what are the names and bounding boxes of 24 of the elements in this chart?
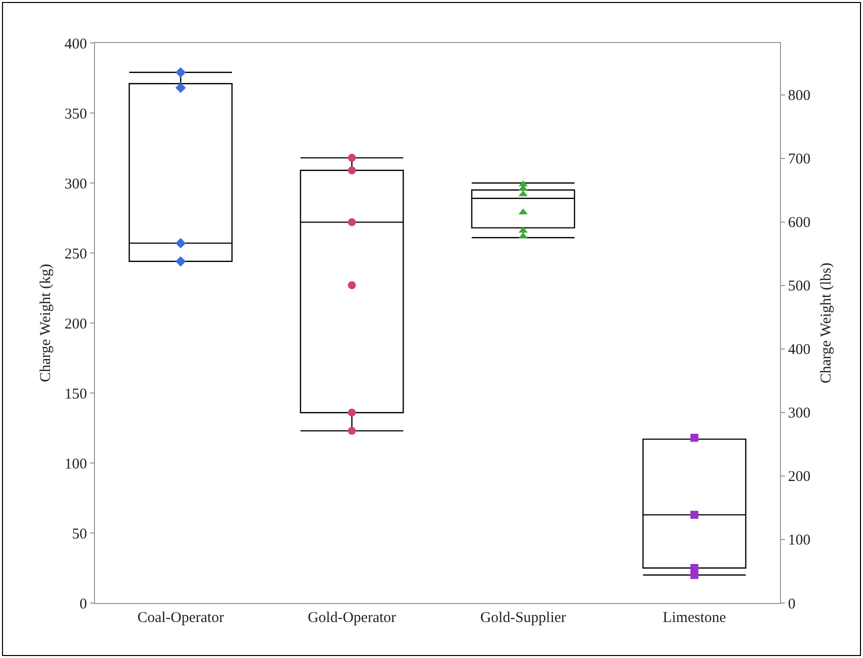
y-tick-label: 200 xyxy=(64,316,87,332)
y-tick-label: 0 xyxy=(80,596,87,612)
x-tick-label: Gold-Operator xyxy=(308,610,396,626)
y2-tick-label: 400 xyxy=(788,342,810,358)
y2-tick-label: 800 xyxy=(788,88,810,104)
y-tick-label: 400 xyxy=(64,36,87,52)
y-axis-title: Charge Weight (kg) xyxy=(38,264,54,382)
y-tick-label: 250 xyxy=(64,246,87,262)
y2-tick-label: 500 xyxy=(788,278,810,295)
x-tick-label: Coal-Operator xyxy=(137,610,224,626)
y-tick-label: 50 xyxy=(72,526,87,542)
x-tick-label: Limestone xyxy=(662,610,726,626)
y2-axis-title: Charge Weight (lbs) xyxy=(818,262,834,384)
y-tick-label: 300 xyxy=(64,176,87,192)
y2-tick-label: 0 xyxy=(788,596,796,612)
y2-tick-label: 700 xyxy=(788,152,810,168)
y-tick-label: 100 xyxy=(64,456,87,472)
y2-tick-label: 300 xyxy=(788,406,810,422)
y2-tick-label: 600 xyxy=(788,215,810,232)
y-tick-label: 150 xyxy=(64,386,87,402)
y2-tick-label: 100 xyxy=(788,532,810,549)
y2-tick-label: 200 xyxy=(788,469,810,486)
x-tick-label: Gold-Supplier xyxy=(480,610,566,626)
y-tick-label: 350 xyxy=(64,106,87,122)
